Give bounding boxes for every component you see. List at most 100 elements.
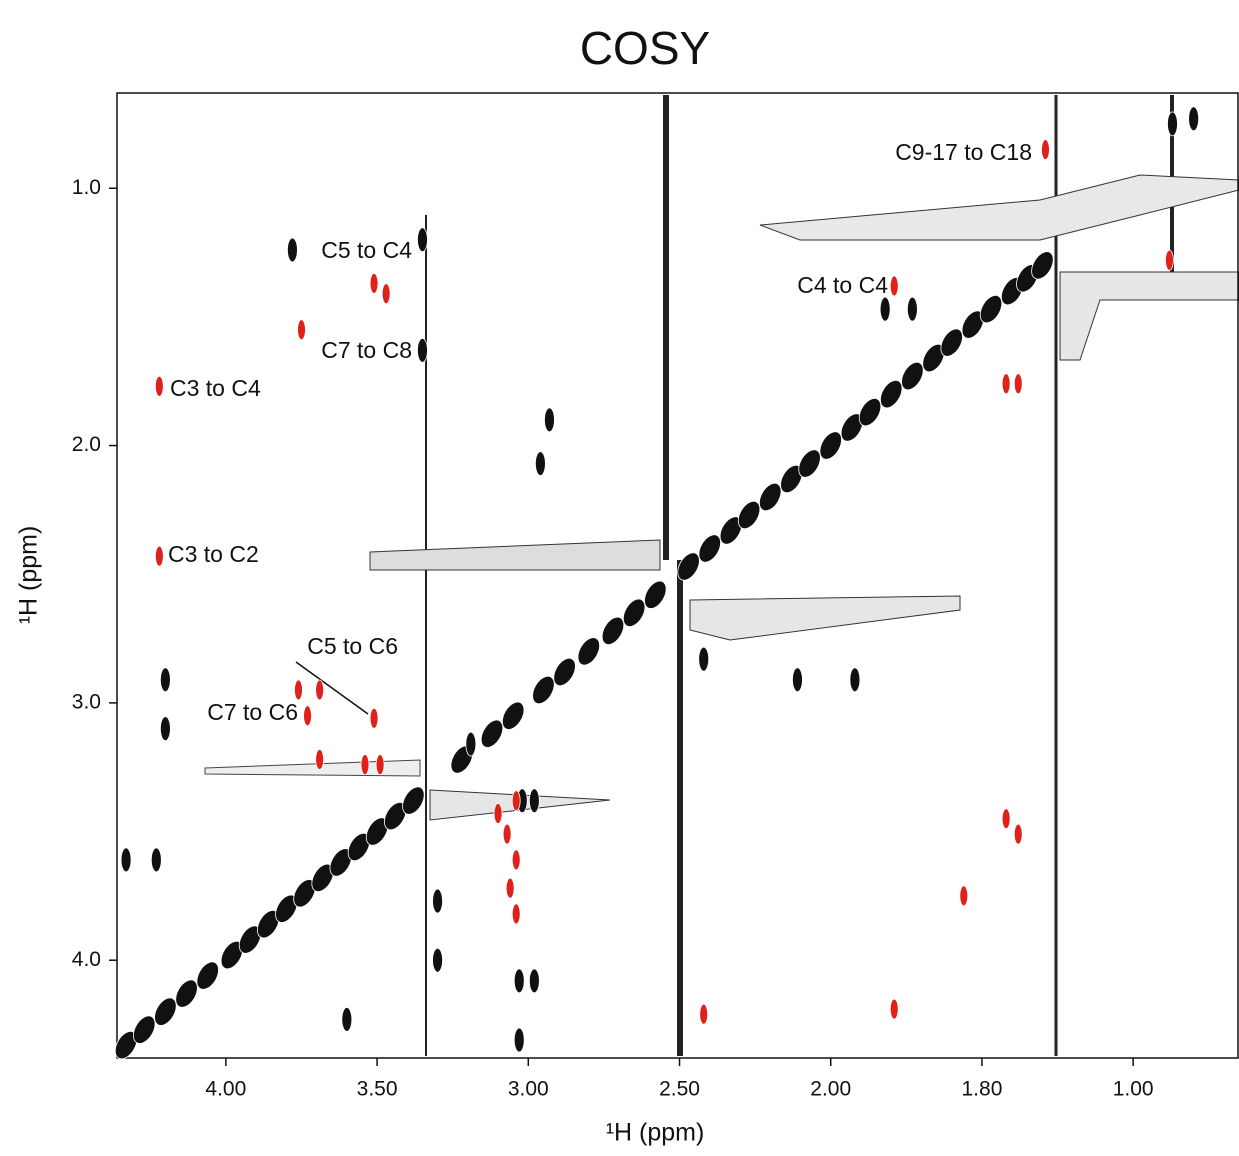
y-tick-label: 1.0 xyxy=(72,176,101,199)
cross-peak xyxy=(432,947,443,973)
cross-peak xyxy=(698,646,710,672)
x-tick-label: 4.00 xyxy=(205,1078,246,1101)
x-tick-label: 1.00 xyxy=(1113,1078,1154,1101)
cross-peak xyxy=(1167,111,1178,137)
cross-peak xyxy=(297,319,306,341)
x-tick-label: 2.00 xyxy=(810,1078,851,1101)
cross-peak xyxy=(513,1027,525,1053)
cross-peak xyxy=(511,790,521,812)
y-tick-label: 4.0 xyxy=(72,948,101,971)
cross-peak xyxy=(369,273,379,294)
cross-peak xyxy=(698,534,721,563)
x-axis-label: ¹H (ppm) xyxy=(606,1119,705,1147)
cross-peak xyxy=(792,667,803,693)
cross-peak xyxy=(294,679,303,701)
plot-frame xyxy=(116,92,1239,1059)
cross-peak xyxy=(1013,823,1023,845)
cross-peak xyxy=(906,296,918,322)
cross-peak xyxy=(889,275,899,297)
cross-peak xyxy=(979,295,1003,324)
cross-peak xyxy=(417,227,428,253)
cross-peak xyxy=(528,968,540,994)
cross-peak xyxy=(798,449,821,478)
annotation-leader xyxy=(295,661,369,715)
cross-peak xyxy=(501,701,525,730)
y-axis-label: ¹H (ppm) xyxy=(15,526,43,625)
cross-peak xyxy=(196,961,219,990)
cross-peak xyxy=(159,716,171,742)
cross-peak xyxy=(303,705,312,727)
cross-peak xyxy=(480,719,504,748)
t2-streak xyxy=(689,595,961,641)
y-tick-label: 3.0 xyxy=(72,690,101,713)
cross-peak xyxy=(1041,139,1050,161)
cross-peak xyxy=(402,786,425,815)
cross-peak xyxy=(465,731,477,757)
cross-peak xyxy=(528,788,540,814)
cross-peak xyxy=(381,283,391,305)
cross-peak xyxy=(737,500,761,530)
cross-peak xyxy=(544,407,555,433)
t2-streak xyxy=(1059,271,1239,361)
cross-peak xyxy=(341,1007,353,1032)
cross-peak xyxy=(553,657,576,687)
annotation: C7 to C6 xyxy=(207,699,298,725)
cross-peak xyxy=(889,998,899,1020)
cross-peak xyxy=(1013,373,1023,395)
cross-peak xyxy=(175,979,198,1008)
cross-peak xyxy=(154,545,164,567)
cross-peak xyxy=(879,379,903,409)
cross-peak xyxy=(511,849,521,871)
cross-peak xyxy=(1188,106,1200,132)
cross-peak xyxy=(849,667,861,693)
t2-streak xyxy=(759,174,1239,241)
cross-peak xyxy=(577,637,601,666)
annotation: C5 to C4 xyxy=(321,237,412,263)
cross-peak xyxy=(159,667,171,693)
annotation: C7 to C8 xyxy=(321,337,412,363)
cross-peak xyxy=(513,968,525,994)
cross-peak xyxy=(1165,249,1174,271)
cross-peak xyxy=(622,598,646,627)
annotation: C5 to C6 xyxy=(307,633,398,659)
cross-peak xyxy=(940,328,963,357)
t2-streak xyxy=(204,759,421,777)
cross-peak xyxy=(879,296,891,322)
cross-peak xyxy=(150,847,162,873)
cross-peak xyxy=(493,803,503,824)
annotation: C4 to C4 xyxy=(797,272,888,298)
cross-peak xyxy=(154,997,177,1026)
chart-title: COSY xyxy=(580,22,710,74)
cross-peak xyxy=(120,847,132,873)
cross-peak xyxy=(511,903,521,925)
y-tick-label: 2.0 xyxy=(72,433,101,456)
cross-peak xyxy=(819,431,842,460)
cross-peak xyxy=(759,482,782,512)
t2-streak xyxy=(369,539,661,571)
cross-peak xyxy=(502,823,512,845)
cross-peak xyxy=(534,451,546,476)
cross-peak xyxy=(133,1015,156,1044)
cross-peak xyxy=(375,754,385,776)
cross-peak xyxy=(369,707,379,729)
cross-peak xyxy=(858,397,882,427)
x-tick-label: 3.00 xyxy=(508,1078,549,1101)
cross-peak xyxy=(154,375,164,397)
cross-peak xyxy=(677,552,700,581)
x-tick-label: 2.50 xyxy=(659,1078,700,1101)
annotation: C3 to C4 xyxy=(170,375,261,401)
cross-peak xyxy=(1001,808,1011,830)
x-tick-label: 1.80 xyxy=(962,1078,1003,1101)
x-tick-label: 3.50 xyxy=(357,1078,398,1101)
cross-peak xyxy=(360,754,370,776)
cross-peak xyxy=(1001,373,1011,395)
annotation: C9-17 to C18 xyxy=(895,139,1032,165)
cross-peak xyxy=(505,877,515,899)
cross-peak xyxy=(287,237,298,263)
cross-peak xyxy=(432,888,443,914)
cross-peak xyxy=(417,337,428,363)
cross-peak xyxy=(601,616,625,645)
cross-peak xyxy=(644,580,667,609)
cross-peak xyxy=(315,749,325,770)
annotation: C3 to C2 xyxy=(168,541,259,567)
